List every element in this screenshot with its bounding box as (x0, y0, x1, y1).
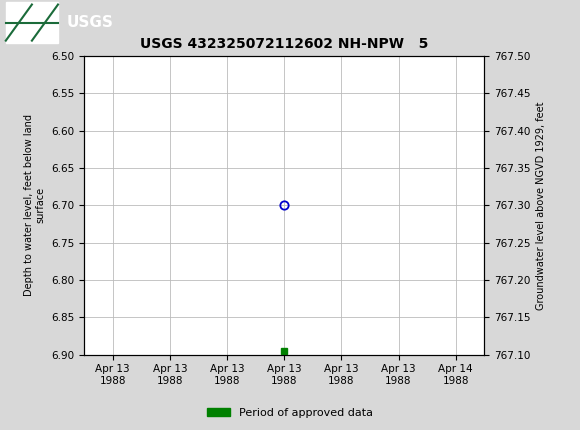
Text: USGS: USGS (67, 15, 114, 30)
Legend: Period of approved data: Period of approved data (203, 403, 377, 422)
Y-axis label: Groundwater level above NGVD 1929, feet: Groundwater level above NGVD 1929, feet (536, 101, 546, 310)
FancyBboxPatch shape (6, 2, 58, 43)
Y-axis label: Depth to water level, feet below land
surface: Depth to water level, feet below land su… (24, 114, 46, 296)
Title: USGS 432325072112602 NH-NPW   5: USGS 432325072112602 NH-NPW 5 (140, 37, 429, 51)
